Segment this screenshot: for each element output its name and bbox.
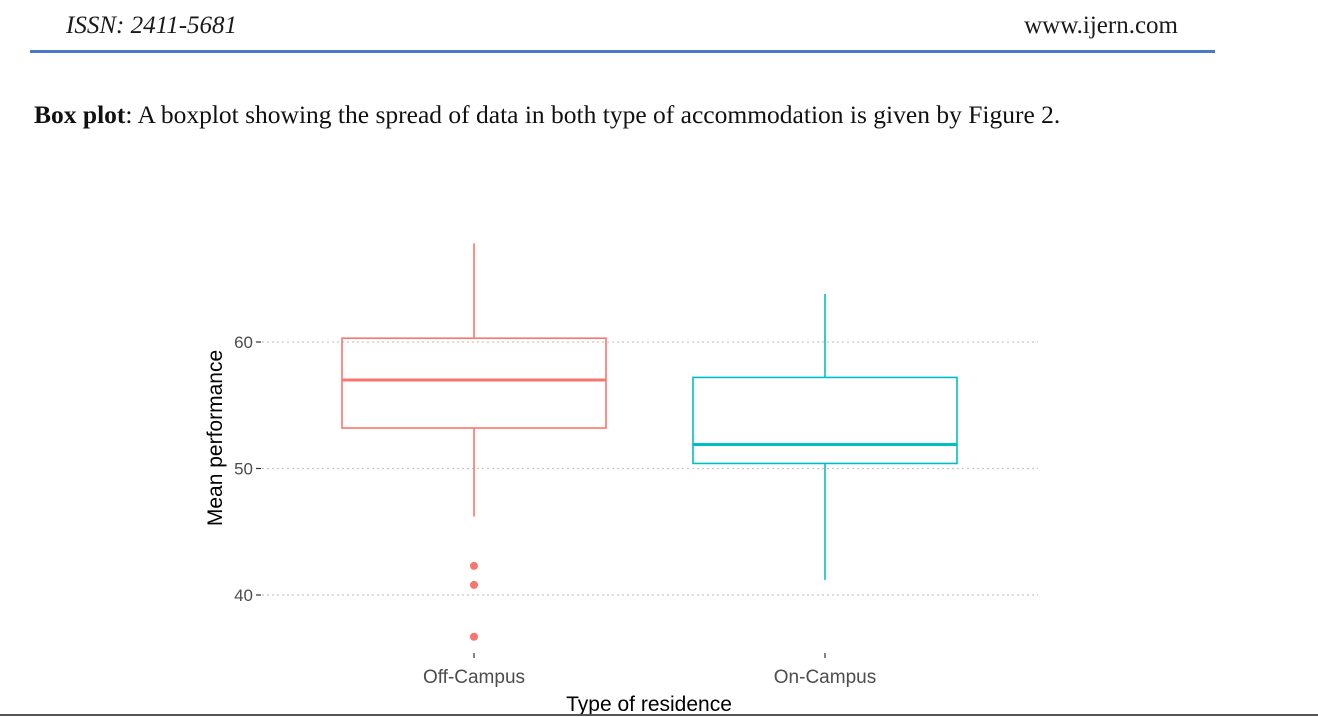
journal-website: www.ijern.com (1024, 12, 1178, 39)
boxes (341, 243, 958, 641)
journal-issn: ISSN: 2411-5681 (66, 12, 238, 39)
y-axis: 40 50 60 (234, 333, 261, 605)
y-tick-label: 60 (234, 333, 253, 352)
paragraph-text: : A boxplot showing the spread of data i… (125, 100, 1061, 129)
header-rule (30, 50, 1215, 53)
x-tick-label: On-Campus (774, 667, 876, 688)
x-tick-label: Off-Campus (423, 667, 525, 688)
outlier-point (470, 580, 478, 589)
grid-lines (262, 341, 1038, 596)
iqr-box (692, 376, 958, 465)
outlier-point (470, 561, 478, 570)
body-paragraph: Box plot: A boxplot showing the spread o… (34, 97, 1204, 133)
y-tick-label: 50 (234, 460, 253, 479)
outlier-point (470, 632, 478, 641)
box-on-campus (692, 293, 958, 580)
iqr-box (341, 337, 607, 429)
paragraph-bold-lead: Box plot (34, 100, 126, 129)
box-off-campus (341, 243, 607, 641)
x-axis: Off-Campus On-Campus (423, 653, 876, 688)
x-axis-title: Type of residence (566, 693, 732, 716)
footer-rule (0, 714, 1318, 716)
y-tick-label: 40 (234, 586, 253, 605)
y-axis-title: Mean performance (204, 350, 227, 526)
